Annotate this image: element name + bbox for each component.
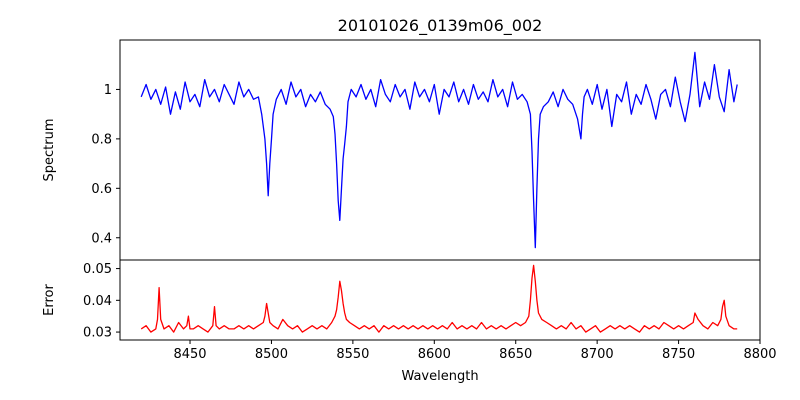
x-tick-label: 8600 bbox=[418, 347, 451, 362]
spectrum-y-tick-label: 0.6 bbox=[91, 182, 112, 197]
x-tick-label: 8500 bbox=[255, 347, 288, 362]
x-tick-label: 8800 bbox=[743, 347, 776, 362]
x-tick-label: 8650 bbox=[499, 347, 532, 362]
x-tick-label: 8750 bbox=[662, 347, 695, 362]
x-tick-label: 8550 bbox=[336, 347, 369, 362]
spectrum-y-tick-label: 0.4 bbox=[91, 231, 112, 246]
error-series-line bbox=[140, 264, 738, 333]
x-tick-label: 8450 bbox=[173, 347, 206, 362]
spectrum-panel: Spectrum 0.4 0.6 0.8 1 bbox=[42, 39, 761, 261]
error-y-label: Error bbox=[42, 284, 57, 316]
chart-title: 20101026_0139m06_002 bbox=[338, 16, 543, 36]
spectrum-axes-frame bbox=[119, 39, 761, 261]
spectrum-y-label: Spectrum bbox=[42, 119, 57, 182]
error-y-tick-label: 0.03 bbox=[83, 326, 112, 341]
error-panel: Error 0.03 0.04 0.05 bbox=[42, 259, 761, 341]
error-y-tick-label: 0.05 bbox=[83, 262, 112, 277]
spectrum-y-tick-label: 1 bbox=[104, 83, 112, 98]
error-y-tick-label: 0.04 bbox=[83, 294, 112, 309]
spectrum-y-tick-label: 0.8 bbox=[91, 132, 112, 147]
x-axis-label: Wavelength bbox=[401, 369, 478, 384]
spectrum-series-line bbox=[140, 51, 738, 249]
x-tick-label: 8700 bbox=[581, 347, 614, 362]
x-axis: 8450 8500 8550 8600 8650 8700 8750 8800 bbox=[173, 340, 777, 362]
